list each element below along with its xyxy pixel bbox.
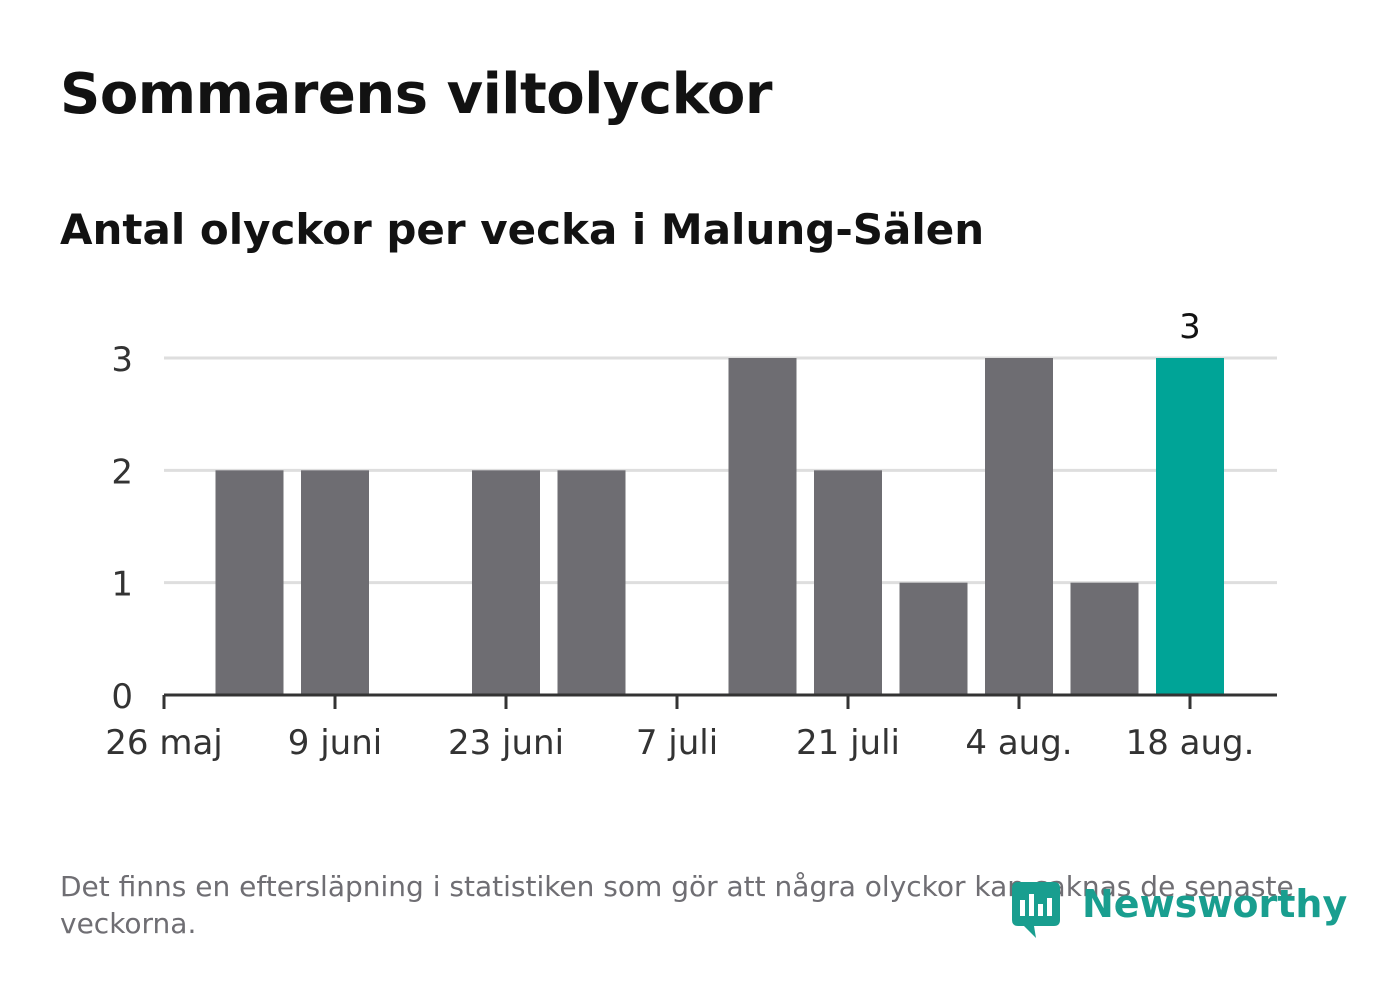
chart-subtitle: Antal olyckor per vecka i Malung-Sälen: [60, 205, 985, 254]
x-axis: 26 maj 9 juni 23 juni 7 juli 21 juli 4 aug. 18…: [105, 693, 1277, 763]
bar: [215, 470, 284, 695]
bars: [215, 358, 1224, 695]
chart-title: Sommarens viltolyckor: [60, 62, 772, 127]
bar: [985, 358, 1053, 695]
x-tick-label: 7 juli: [636, 723, 718, 763]
y-axis-ticks: 0 1 2 3: [111, 340, 133, 717]
y-tick-label: 2: [111, 452, 133, 492]
data-labels: 3: [1179, 307, 1201, 347]
bar: [814, 470, 882, 695]
y-tick-label: 0: [111, 677, 133, 717]
bar: [472, 470, 540, 695]
newsworthy-logo-text: Newsworthy: [1082, 882, 1348, 926]
y-tick-label: 1: [111, 565, 133, 605]
bar: [728, 358, 797, 695]
newsworthy-logo[interactable]: Newsworthy: [1010, 880, 1347, 942]
x-tick-label: 21 juli: [796, 723, 900, 763]
bar-value-label: 3: [1179, 307, 1201, 347]
bar: [899, 582, 968, 695]
bar-highlighted: [1156, 358, 1224, 695]
x-tick-label: 9 juni: [288, 723, 382, 763]
bar-chart: 0 1 2 3 26 maj 9 juni 23 juni 7 juli 21 juli 4 a…: [105, 307, 1277, 763]
newsworthy-logo-icon: [1012, 882, 1060, 938]
x-tick-label: 23 juni: [448, 723, 564, 763]
footnote: Det finns en eftersläpning i statistiken…: [60, 870, 1294, 940]
bar: [557, 470, 626, 695]
bar: [1070, 582, 1139, 695]
x-tick-label: 18 aug.: [1126, 723, 1255, 763]
bar: [301, 470, 369, 695]
x-tick-label: 4 aug.: [965, 723, 1072, 763]
y-tick-label: 3: [111, 340, 133, 380]
x-tick-label: 26 maj: [105, 723, 222, 763]
